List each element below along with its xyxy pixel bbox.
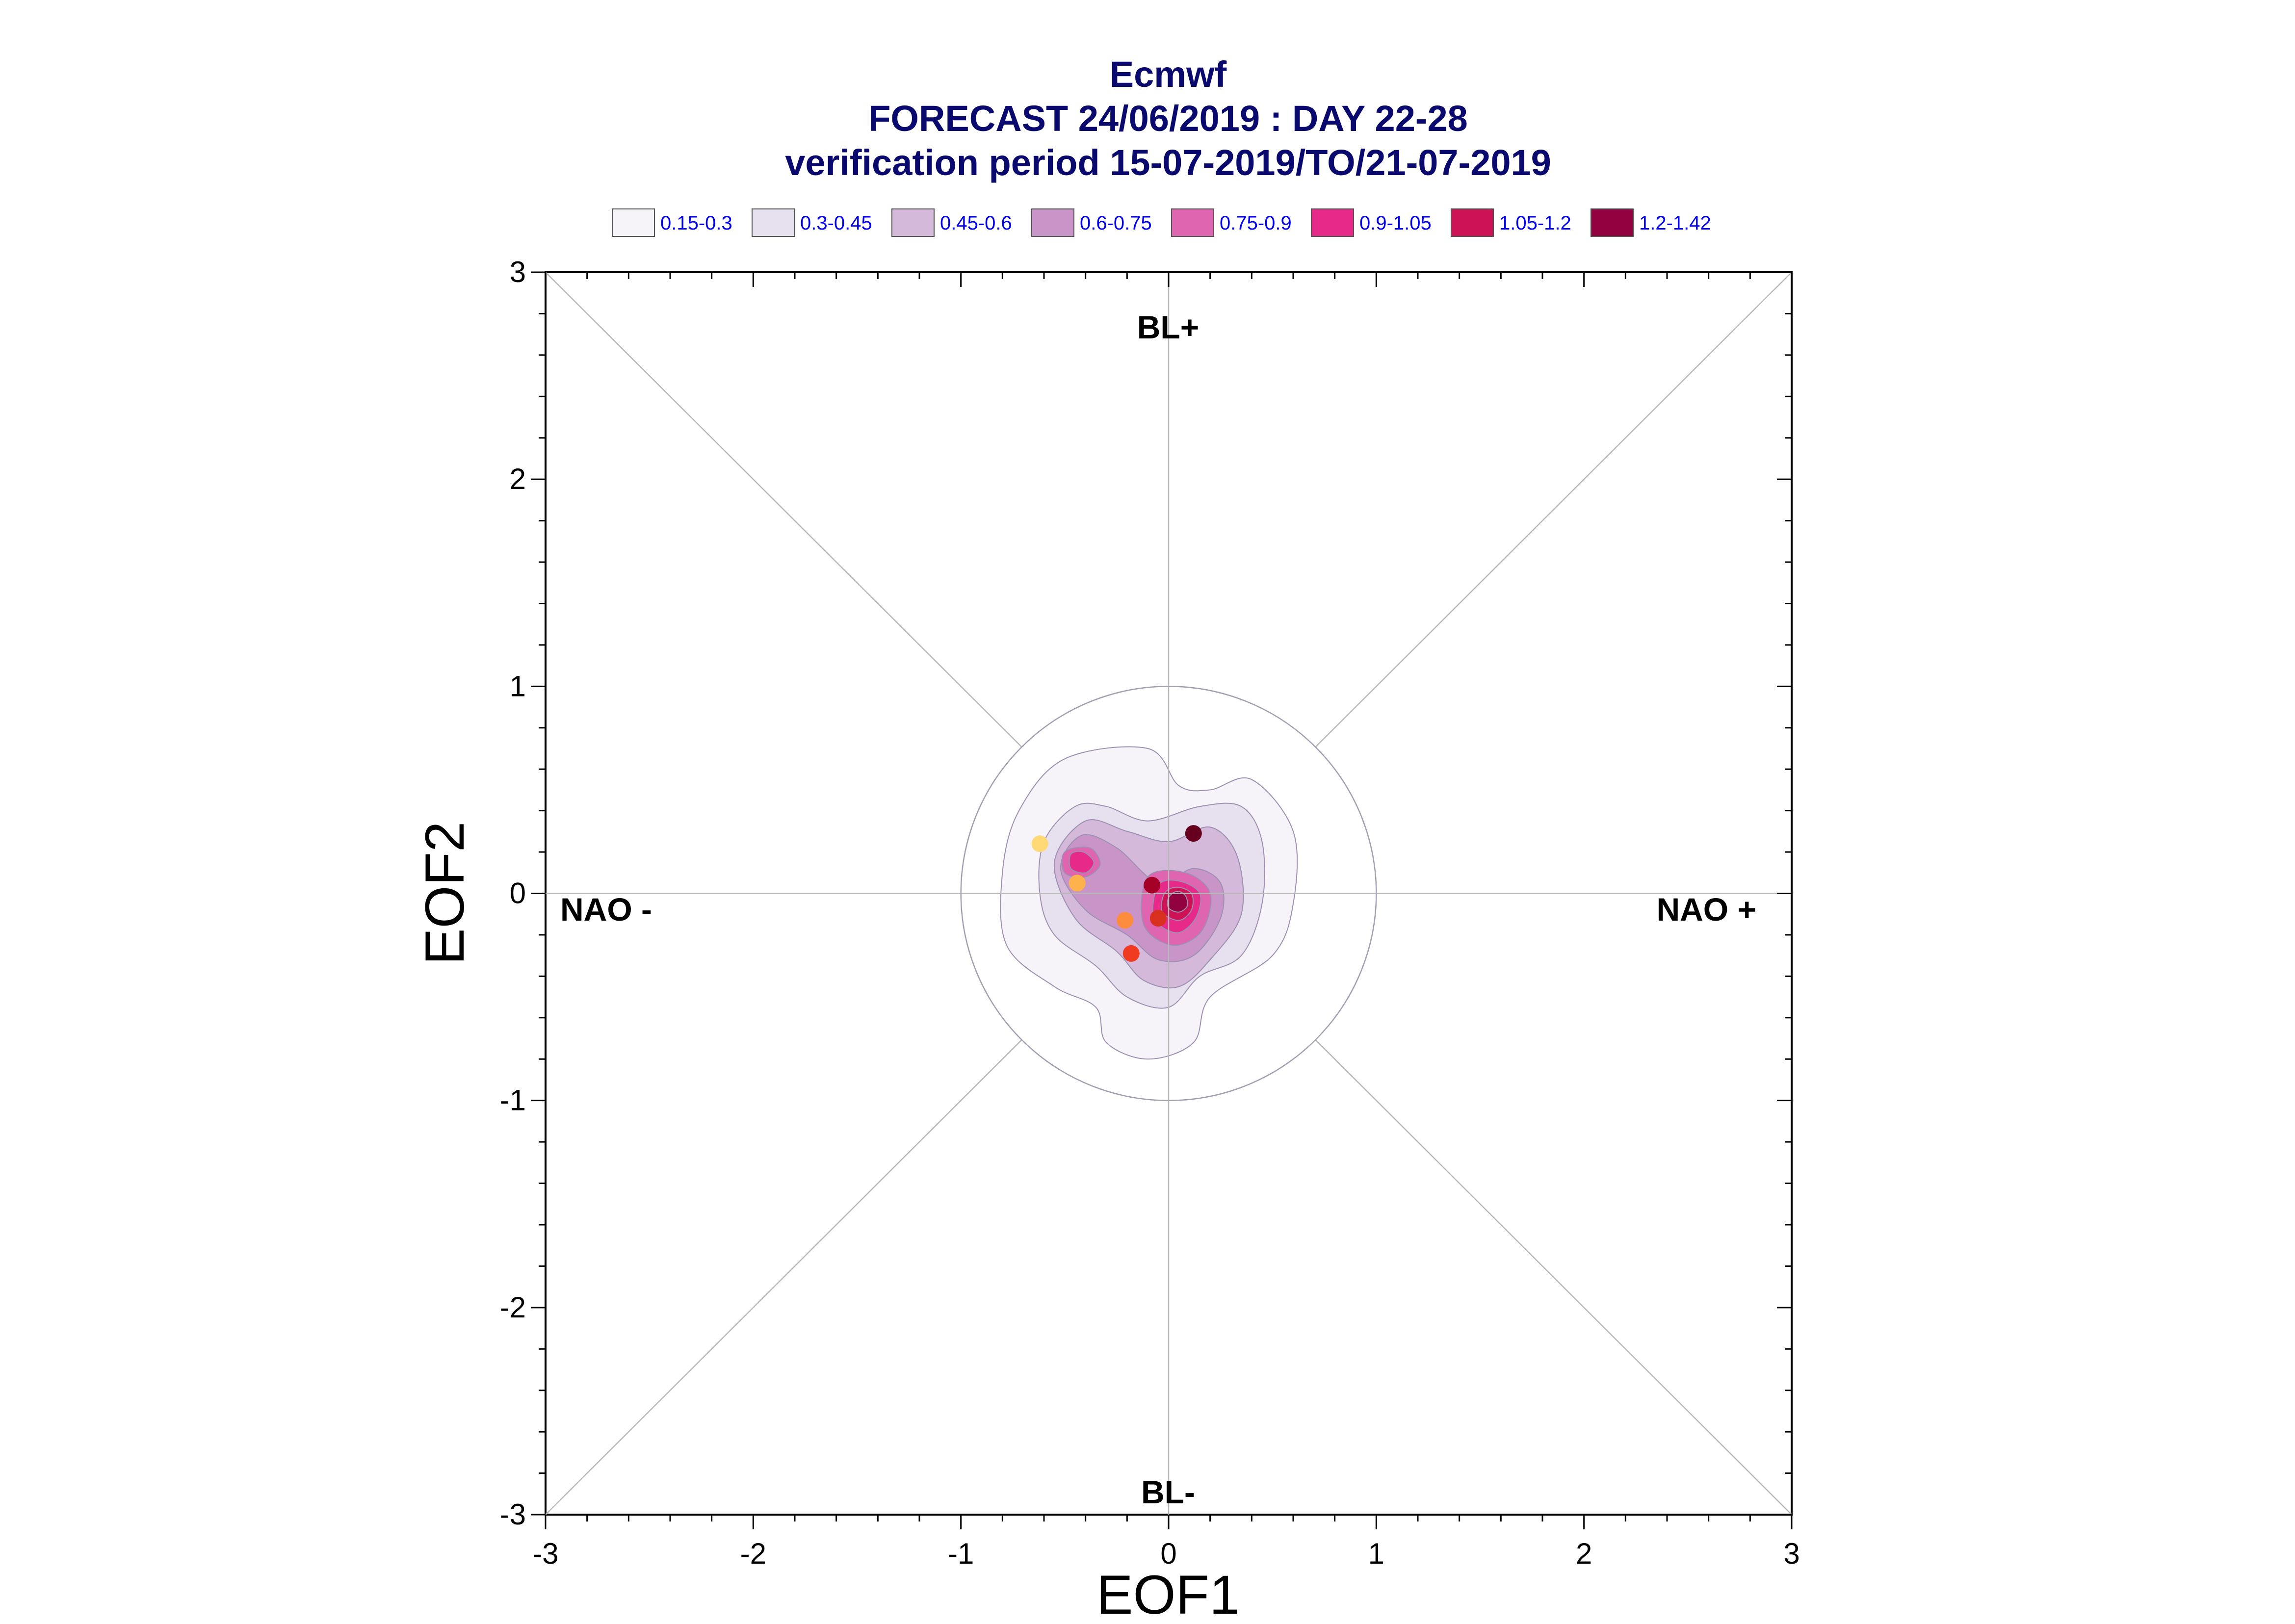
legend-swatch: [612, 208, 655, 237]
legend-label: 0.6-0.75: [1080, 212, 1152, 234]
reference-circle: [960, 686, 1377, 1101]
axis-ticks: -3 -2 -1 0 1 2 3 -3 -2 -1 0 1 2 3: [500, 256, 1800, 1570]
scatter-point: [1031, 835, 1048, 852]
diagonal-guide-line: [545, 272, 1022, 748]
scatter-point: [1144, 876, 1161, 894]
x-tick-label: 2: [1576, 1537, 1592, 1570]
legend-swatch: [891, 208, 935, 237]
legend-swatch: [1311, 208, 1354, 237]
x-tick-label: 1: [1368, 1537, 1384, 1570]
x-tick-label: -2: [740, 1537, 766, 1570]
region-label-bottom: BL-: [1141, 1474, 1195, 1510]
plot-area: -3 -2 -1 0 1 2 3 -3 -2 -1 0 1 2 3: [500, 256, 1800, 1570]
x-axis-title: EOF1: [1096, 1564, 1240, 1624]
legend-label: 0.15-0.3: [660, 212, 732, 234]
legend-swatch: [1171, 208, 1214, 237]
region-label-right: NAO +: [1656, 891, 1756, 928]
scatter-points: [1031, 825, 1202, 962]
guide-lines: [545, 272, 1792, 1515]
density-contours: [1000, 746, 1298, 1060]
chart-title: Ecmwf FORECAST 24/06/2019 : DAY 22-28 ve…: [785, 54, 1551, 183]
y-tick-label: 1: [510, 670, 526, 702]
diagonal-guide-line: [1315, 1039, 1792, 1515]
y-tick-label: -2: [500, 1291, 526, 1324]
title-line-2: FORECAST 24/06/2019 : DAY 22-28: [868, 98, 1468, 139]
scatter-point: [1149, 910, 1167, 927]
y-tick-label: 3: [510, 256, 526, 288]
x-tick-label: -1: [948, 1537, 974, 1570]
legend-swatch: [1591, 208, 1634, 237]
scatter-point: [1122, 945, 1140, 962]
legend-swatch: [752, 208, 795, 237]
legend-label: 0.45-0.6: [940, 212, 1012, 234]
x-tick-label: 0: [1160, 1537, 1176, 1570]
scatter-point: [1117, 912, 1134, 929]
legend-swatch: [1451, 208, 1494, 237]
region-label-top: BL+: [1137, 309, 1200, 345]
legend-label: 0.3-0.45: [800, 212, 872, 234]
y-tick-label: -3: [500, 1498, 526, 1531]
legend: 0.15-0.3 0.3-0.45 0.45-0.6 0.6-0.75 0.75-0.9…: [612, 208, 1711, 237]
title-line-1: Ecmwf: [1110, 54, 1227, 95]
diagonal-guide-line: [545, 1039, 1022, 1515]
y-axis-title: EOF2: [414, 822, 475, 965]
legend-swatch: [1031, 208, 1074, 237]
density-contour: [1069, 851, 1095, 874]
region-label-left: NAO -: [560, 891, 652, 928]
y-tick-label: -1: [500, 1084, 526, 1117]
legend-label: 1.05-1.2: [1499, 212, 1571, 234]
diagonal-guide-line: [1315, 272, 1792, 748]
x-tick-label: 3: [1783, 1537, 1799, 1570]
legend-label: 0.75-0.9: [1220, 212, 1292, 234]
y-tick-label: 0: [510, 877, 526, 910]
scatter-point: [1069, 875, 1086, 892]
density-contour: [1167, 891, 1188, 913]
x-tick-label: -3: [532, 1537, 558, 1570]
scatter-point: [1185, 825, 1202, 842]
legend-label: 0.9-1.05: [1359, 212, 1432, 234]
y-tick-label: 2: [510, 463, 526, 495]
legend-label: 1.2-1.42: [1639, 212, 1711, 234]
title-line-3: verification period 15-07-2019/TO/21-07-…: [785, 142, 1551, 183]
